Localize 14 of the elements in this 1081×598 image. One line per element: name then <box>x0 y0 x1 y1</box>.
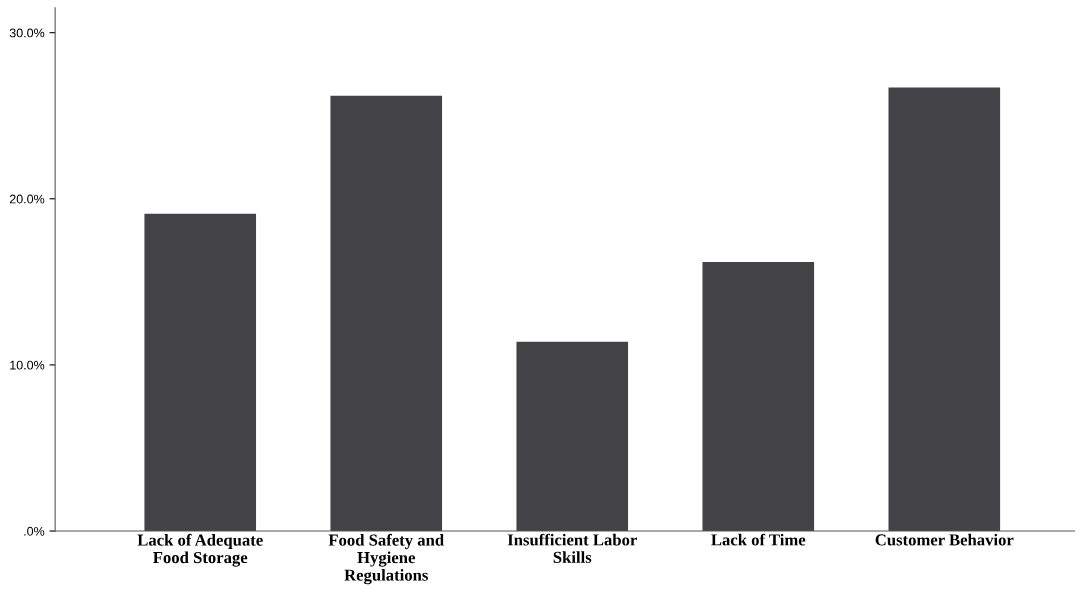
x-tick-label: Insufficient Labor Skills <box>507 533 637 563</box>
y-tick-label: 10.0% <box>10 360 45 370</box>
bar <box>144 213 257 532</box>
x-tick-label: Lack of Adequate Food Storage <box>137 533 263 567</box>
y-tick-label: 20.0% <box>9 194 45 204</box>
bar <box>702 261 815 532</box>
x-tick-label: Lack of Time <box>711 533 806 546</box>
x-tick-label: Customer Behavior <box>875 533 1014 546</box>
bar <box>330 95 443 532</box>
y-tick-label: .0% <box>24 526 45 536</box>
bar <box>888 87 1001 532</box>
y-tick-label: 30.0% <box>9 28 45 38</box>
x-tick-label: Food Safety and Hygiene Regulations <box>328 533 444 585</box>
bar <box>516 341 629 532</box>
